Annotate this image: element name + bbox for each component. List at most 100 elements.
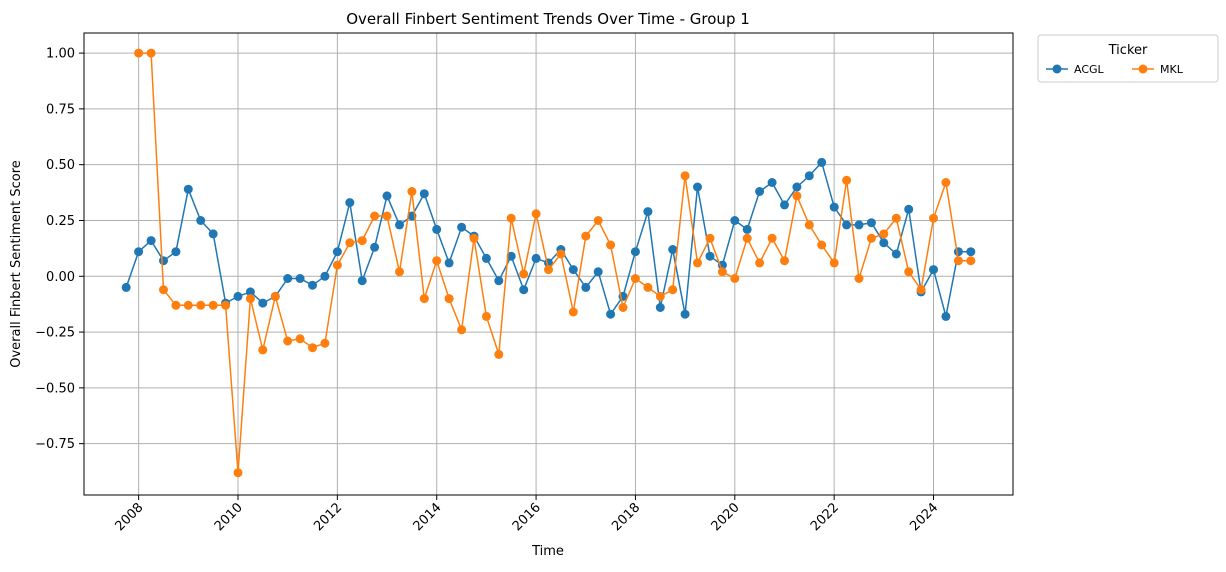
data-point-mkl — [966, 256, 976, 266]
plot-area-frame — [83, 32, 1014, 496]
data-point-mkl — [233, 468, 243, 478]
x-axis-label: Time — [531, 544, 564, 559]
data-point-mkl — [792, 191, 802, 201]
data-point-acgl — [332, 247, 342, 257]
data-point-acgl — [159, 256, 168, 266]
data-point-mkl — [842, 175, 852, 185]
data-point-mkl — [705, 233, 715, 243]
data-point-acgl — [494, 276, 504, 286]
data-point-acgl — [854, 220, 864, 230]
data-point-mkl — [904, 267, 914, 277]
data-point-mkl — [221, 300, 231, 310]
y-axis-ticks: −0.75 −0.50 −0.25 0.00 0.25 0.50 0.75 1.00 — [35, 47, 84, 452]
data-point-acgl — [891, 249, 901, 259]
data-point-acgl — [767, 178, 777, 187]
data-point-acgl — [593, 267, 603, 277]
data-point-acgl — [432, 224, 442, 234]
data-point-mkl — [929, 213, 938, 223]
data-point-mkl — [655, 291, 665, 301]
data-point-mkl — [494, 349, 504, 359]
data-point-acgl — [283, 274, 293, 283]
data-point-mkl — [767, 233, 777, 243]
data-point-mkl — [593, 216, 603, 225]
data-point-acgl — [929, 265, 938, 275]
data-point-acgl — [842, 220, 852, 230]
data-point-acgl — [121, 282, 131, 292]
data-point-mkl — [457, 325, 467, 335]
data-point-mkl — [419, 294, 429, 304]
data-point-acgl — [668, 245, 678, 254]
data-point-acgl — [829, 202, 839, 212]
data-point-mkl — [245, 294, 255, 304]
data-point-mkl — [258, 345, 268, 355]
data-point-acgl — [395, 220, 404, 230]
data-point-mkl — [357, 236, 367, 246]
data-point-mkl — [879, 229, 889, 239]
data-point-acgl — [941, 311, 951, 321]
data-point-mkl — [270, 291, 280, 301]
legend: Ticker ACGL MKL — [1037, 34, 1219, 83]
data-point-mkl — [196, 300, 206, 310]
data-point-mkl — [208, 300, 218, 310]
legend-box — [1037, 34, 1219, 83]
data-point-mkl — [134, 48, 144, 58]
data-point-mkl — [854, 274, 864, 283]
data-point-mkl — [668, 285, 678, 295]
data-point-mkl — [432, 256, 442, 266]
data-point-acgl — [208, 229, 218, 239]
data-point-acgl — [457, 222, 467, 232]
data-point-acgl — [245, 287, 255, 297]
data-point-acgl — [295, 274, 305, 283]
data-point-mkl — [891, 213, 901, 223]
data-point-acgl — [606, 309, 616, 319]
data-point-mkl — [581, 231, 591, 241]
data-point-mkl — [780, 256, 789, 266]
y-tick-label: 0.50 — [46, 158, 75, 173]
data-point-mkl — [643, 282, 653, 292]
y-tick-label: 0.25 — [46, 214, 75, 229]
data-point-mkl — [618, 303, 628, 312]
data-point-mkl — [568, 307, 578, 317]
data-point-acgl — [630, 247, 640, 257]
data-point-acgl — [755, 187, 765, 196]
data-point-mkl — [717, 267, 727, 277]
data-point-acgl — [742, 224, 752, 234]
data-point-acgl — [419, 189, 429, 199]
data-point-acgl — [780, 200, 789, 210]
data-point-mkl — [630, 274, 640, 283]
data-point-mkl — [171, 300, 181, 310]
data-point-mkl — [506, 213, 516, 223]
data-point-acgl — [581, 282, 591, 292]
data-point-acgl — [382, 191, 392, 201]
data-point-mkl — [866, 233, 876, 243]
data-point-mkl — [941, 178, 951, 187]
data-point-acgl — [320, 271, 330, 281]
data-point-mkl — [742, 233, 752, 243]
data-point-mkl — [370, 211, 380, 221]
data-point-acgl — [953, 247, 963, 257]
y-axis-label: Overall Finbert Sentiment Score — [9, 160, 24, 368]
data-point-acgl — [680, 309, 690, 319]
data-point-mkl — [804, 220, 814, 230]
data-point-mkl — [606, 240, 616, 250]
data-point-mkl — [817, 240, 827, 250]
chart-title: Overall Finbert Sentiment Trends Over Ti… — [346, 10, 750, 28]
data-point-mkl — [395, 267, 404, 277]
data-point-mkl — [531, 209, 541, 219]
y-tick-label: 0.00 — [46, 270, 75, 285]
data-point-acgl — [345, 198, 355, 208]
data-point-acgl — [519, 285, 529, 295]
data-point-acgl — [643, 207, 653, 217]
data-point-acgl — [308, 280, 317, 290]
legend-item-acgl: ACGL — [1046, 63, 1105, 76]
data-point-acgl — [370, 242, 380, 252]
y-tick-label: 0.75 — [46, 102, 75, 117]
series-layer — [121, 48, 976, 478]
data-point-mkl — [382, 211, 392, 221]
data-point-acgl — [481, 253, 491, 263]
data-point-mkl — [680, 171, 690, 181]
legend-items: ACGL MKL — [1046, 63, 1184, 76]
